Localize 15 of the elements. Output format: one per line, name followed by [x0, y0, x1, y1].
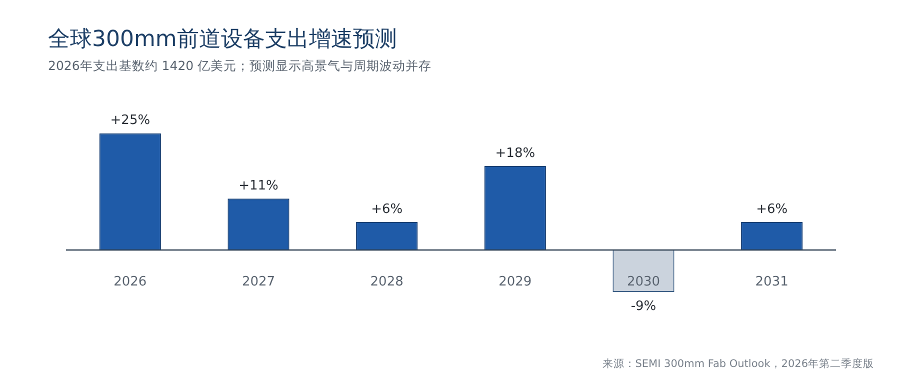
x-tick-label: 2026: [114, 274, 147, 290]
data-label: +11%: [238, 178, 278, 194]
data-label: +6%: [756, 202, 788, 217]
data-label: +6%: [371, 202, 403, 217]
data-label: +18%: [495, 146, 536, 161]
x-tick-label: 2030: [626, 274, 660, 290]
x-tick-label: 2029: [498, 274, 532, 290]
data-label: +25%: [110, 113, 150, 128]
x-tick-label: 2027: [242, 274, 276, 290]
source-note: 来源：SEMI 300mm Fab Outlook，2026年第二季度版: [602, 357, 874, 371]
chart-title: 全球300mm前道设备支出增速预测: [48, 26, 397, 54]
x-tick-label: 2028: [370, 274, 404, 290]
data-label: -9%: [630, 298, 656, 314]
chart-subtitle: 2026年支出基数约 1420 亿美元；预测显示高景气与周期波动并存: [48, 58, 432, 75]
x-tick-label: 2031: [755, 274, 788, 290]
